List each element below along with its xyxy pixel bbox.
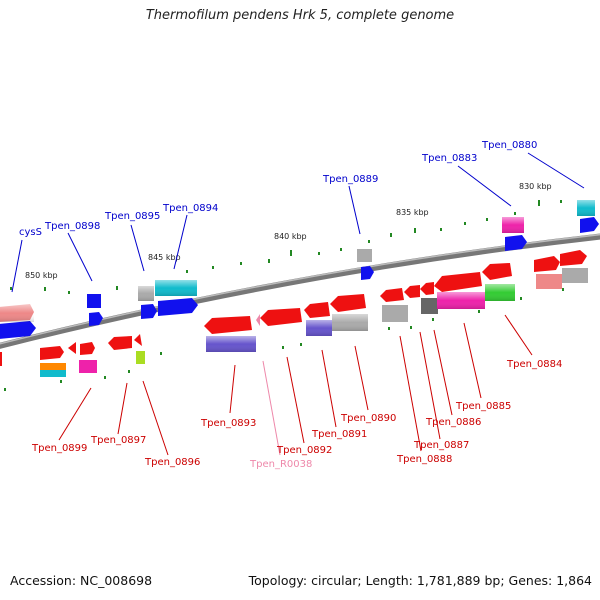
feature-block xyxy=(0,352,2,366)
feature-block xyxy=(134,334,142,346)
gene-label: Tpen_0884 xyxy=(506,359,562,370)
feature-block xyxy=(482,263,512,280)
gene-label: Tpen_0880 xyxy=(481,140,537,151)
gene-label-rna: Tpen_R0038 xyxy=(249,459,312,470)
feature-block xyxy=(79,360,97,373)
gene-label: Tpen_0897 xyxy=(90,435,146,446)
outer-ticks xyxy=(4,200,564,391)
gene-label: cysS xyxy=(19,227,42,238)
feature-block xyxy=(136,351,145,364)
scale-label-835: 835 kbp xyxy=(396,208,429,217)
features-bottom xyxy=(0,250,588,377)
feature-block xyxy=(80,342,95,355)
gene-label: Tpen_0896 xyxy=(144,457,200,468)
feature-block xyxy=(0,321,36,339)
scale-label-840: 840 kbp xyxy=(274,232,307,241)
gene-label: Tpen_0899 xyxy=(31,443,87,454)
feature-block xyxy=(404,285,420,298)
gene-label: Tpen_0891 xyxy=(311,429,367,440)
feature-block xyxy=(420,282,434,295)
gene-label: Tpen_0883 xyxy=(421,153,477,164)
gene-label: Tpen_0889 xyxy=(322,174,378,185)
feature-block xyxy=(382,305,408,322)
feature-block xyxy=(357,249,372,262)
feature-block xyxy=(534,256,560,272)
scale-label-850: 850 kbp xyxy=(25,271,58,280)
feature-block xyxy=(330,294,366,312)
leader-line-rna xyxy=(262,360,281,456)
feature-block xyxy=(421,298,438,314)
gene-label: Tpen_0888 xyxy=(396,454,452,465)
gene-label: Tpen_0898 xyxy=(44,221,100,232)
feature-block xyxy=(108,336,132,350)
feature-block xyxy=(40,370,66,377)
feature-shine xyxy=(0,200,595,352)
feature-block xyxy=(434,272,482,292)
feature-block xyxy=(40,346,64,360)
feature-block xyxy=(141,304,157,319)
leader-lines-bottom xyxy=(58,314,533,456)
feature-block xyxy=(505,235,527,251)
feature-block xyxy=(204,316,252,334)
feature-block xyxy=(361,266,374,280)
gene-labels-top: cysS Tpen_0898 Tpen_0895 Tpen_0894 Tpen_… xyxy=(19,140,537,238)
feature-block xyxy=(87,294,101,308)
feature-block xyxy=(536,274,562,289)
gene-label: Tpen_0893 xyxy=(200,418,256,429)
feature-block xyxy=(562,268,588,283)
gene-label: Tpen_0894 xyxy=(162,203,218,214)
gene-label: Tpen_0887 xyxy=(413,440,469,451)
gene-label: Tpen_0892 xyxy=(276,445,332,456)
feature-block xyxy=(560,250,587,266)
feature-block xyxy=(260,308,302,326)
gene-label: Tpen_0886 xyxy=(425,417,481,428)
gene-label: Tpen_0890 xyxy=(340,413,396,424)
feature-block xyxy=(89,312,103,326)
gene-label: Tpen_0895 xyxy=(104,211,160,222)
scale-label-830: 830 kbp xyxy=(519,182,552,191)
genome-summary-text: Topology: circular; Length: 1,781,889 bp… xyxy=(248,573,592,588)
feature-block xyxy=(158,298,198,316)
gene-label: Tpen_0885 xyxy=(455,401,511,412)
map-title: Thermofilum pendens Hrk 5, complete geno… xyxy=(145,8,455,23)
feature-block xyxy=(304,302,330,318)
accession-text: Accession: NC_008698 xyxy=(10,573,153,588)
feature-block xyxy=(580,217,599,233)
scale-label-845: 845 kbp xyxy=(148,253,181,262)
feature-block xyxy=(40,363,66,370)
feature-block xyxy=(68,342,76,354)
leader-lines-top xyxy=(11,152,585,293)
feature-block xyxy=(256,314,260,326)
gene-labels-bottom: Tpen_0899 Tpen_0897 Tpen_0896 Tpen_0893 … xyxy=(31,359,562,470)
feature-block xyxy=(380,288,404,302)
